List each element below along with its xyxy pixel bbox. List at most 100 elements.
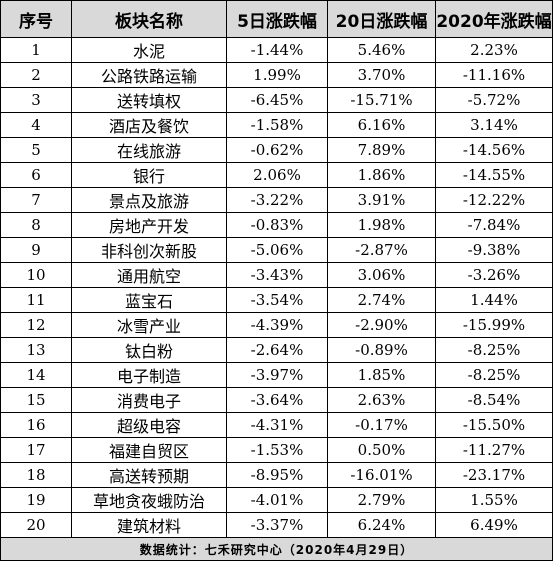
table-row: 15 消费电子 -3.64% 2.63% -8.54% [0, 387, 553, 413]
row-index: 3 [0, 87, 72, 113]
change-2020: 1.44% [435, 287, 553, 313]
change-20day: 1.98% [327, 212, 436, 238]
table-row: 4 酒店及餐饮 -1.58% 6.16% 3.14% [0, 112, 553, 138]
table-row: 10 通用航空 -3.43% 3.06% -3.26% [0, 262, 553, 288]
table-row: 9 非科创次新股 -5.06% -2.87% -9.38% [0, 237, 553, 263]
sector-name: 酒店及餐饮 [71, 112, 227, 138]
sector-name: 钛白粉 [71, 337, 227, 363]
header-row: 序号 板块名称 5日涨跌幅 20日涨跌幅 2020年涨跌幅 [0, 0, 553, 38]
change-20day: 1.86% [327, 162, 436, 188]
table-row: 6 银行 2.06% 1.86% -14.55% [0, 162, 553, 188]
change-5day: -4.39% [226, 312, 328, 338]
table-row: 11 蓝宝石 -3.54% 2.74% 1.44% [0, 287, 553, 313]
change-5day: -3.64% [226, 387, 328, 413]
footer-row: 数据统计：七禾研究中心（2020年4月29日） [0, 537, 553, 561]
sector-name: 房地产开发 [71, 212, 227, 238]
table-row: 12 冰雪产业 -4.39% -2.90% -15.99% [0, 312, 553, 338]
row-index: 8 [0, 212, 72, 238]
change-20day: 3.91% [327, 187, 436, 213]
change-5day: -2.64% [226, 337, 328, 363]
table-row: 3 送转填权 -6.45% -15.71% -5.72% [0, 87, 553, 113]
change-20day: -2.90% [327, 312, 436, 338]
sector-name: 送转填权 [71, 87, 227, 113]
sector-name: 公路铁路运输 [71, 62, 227, 88]
sector-name: 通用航空 [71, 262, 227, 288]
table-row: 13 钛白粉 -2.64% -0.89% -8.25% [0, 337, 553, 363]
change-20day: 5.46% [327, 37, 436, 63]
change-20day: -0.89% [327, 337, 436, 363]
sector-name: 水泥 [71, 37, 227, 63]
change-2020: 2.23% [435, 37, 553, 63]
change-5day: -3.22% [226, 187, 328, 213]
change-2020: -12.22% [435, 187, 553, 213]
table-row: 17 福建自贸区 -1.53% 0.50% -11.27% [0, 437, 553, 463]
table-row: 1 水泥 -1.44% 5.46% 2.23% [0, 37, 553, 63]
change-2020: 6.49% [435, 512, 553, 538]
change-20day: -2.87% [327, 237, 436, 263]
change-20day: 1.85% [327, 362, 436, 388]
sector-name: 在线旅游 [71, 137, 227, 163]
change-20day: 3.06% [327, 262, 436, 288]
change-5day: -5.06% [226, 237, 328, 263]
row-index: 5 [0, 137, 72, 163]
change-20day: -0.17% [327, 412, 436, 438]
row-index: 4 [0, 112, 72, 138]
table-body: 1 水泥 -1.44% 5.46% 2.23% 2 公路铁路运输 1.99% 3.70% -11.… [0, 37, 553, 538]
row-index: 16 [0, 412, 72, 438]
table-row: 8 房地产开发 -0.83% 1.98% -7.84% [0, 212, 553, 238]
table-header: 序号 板块名称 5日涨跌幅 20日涨跌幅 2020年涨跌幅 [0, 0, 553, 38]
change-2020: -14.56% [435, 137, 553, 163]
row-index: 15 [0, 387, 72, 413]
change-5day: -0.62% [226, 137, 328, 163]
table-row: 2 公路铁路运输 1.99% 3.70% -11.16% [0, 62, 553, 88]
row-index: 7 [0, 187, 72, 213]
change-20day: 7.89% [327, 137, 436, 163]
change-2020: -11.27% [435, 437, 553, 463]
change-2020: -8.25% [435, 337, 553, 363]
sector-name: 建筑材料 [71, 512, 227, 538]
row-index: 2 [0, 62, 72, 88]
table-row: 14 电子制造 -3.97% 1.85% -8.25% [0, 362, 553, 388]
sector-name: 冰雪产业 [71, 312, 227, 338]
change-20day: 6.24% [327, 512, 436, 538]
header-20day-change: 20日涨跌幅 [327, 0, 436, 38]
row-index: 20 [0, 512, 72, 538]
sector-name: 银行 [71, 162, 227, 188]
row-index: 19 [0, 487, 72, 513]
header-index: 序号 [0, 0, 72, 38]
change-5day: 1.99% [226, 62, 328, 88]
row-index: 18 [0, 462, 72, 488]
table-row: 7 景点及旅游 -3.22% 3.91% -12.22% [0, 187, 553, 213]
change-5day: -0.83% [226, 212, 328, 238]
change-20day: -15.71% [327, 87, 436, 113]
change-2020: 1.55% [435, 487, 553, 513]
change-2020: -9.38% [435, 237, 553, 263]
change-2020: -3.26% [435, 262, 553, 288]
sector-name: 超级电容 [71, 412, 227, 438]
table-row: 20 建筑材料 -3.37% 6.24% 6.49% [0, 512, 553, 538]
row-index: 17 [0, 437, 72, 463]
table-row: 19 草地贪夜蛾防治 -4.01% 2.79% 1.55% [0, 487, 553, 513]
change-2020: -11.16% [435, 62, 553, 88]
change-2020: -8.25% [435, 362, 553, 388]
change-2020: -5.72% [435, 87, 553, 113]
table-row: 16 超级电容 -4.31% -0.17% -15.50% [0, 412, 553, 438]
sector-name: 福建自贸区 [71, 437, 227, 463]
change-2020: -7.84% [435, 212, 553, 238]
change-5day: -8.95% [226, 462, 328, 488]
change-20day: 3.70% [327, 62, 436, 88]
change-2020: -15.99% [435, 312, 553, 338]
row-index: 10 [0, 262, 72, 288]
sector-name: 景点及旅游 [71, 187, 227, 213]
change-5day: -4.01% [226, 487, 328, 513]
change-20day: -16.01% [327, 462, 436, 488]
row-index: 11 [0, 287, 72, 313]
sector-name: 蓝宝石 [71, 287, 227, 313]
header-5day-change: 5日涨跌幅 [226, 0, 328, 38]
row-index: 9 [0, 237, 72, 263]
change-20day: 2.79% [327, 487, 436, 513]
data-source-note: 数据统计：七禾研究中心（2020年4月29日） [0, 537, 553, 561]
change-5day: -1.53% [226, 437, 328, 463]
